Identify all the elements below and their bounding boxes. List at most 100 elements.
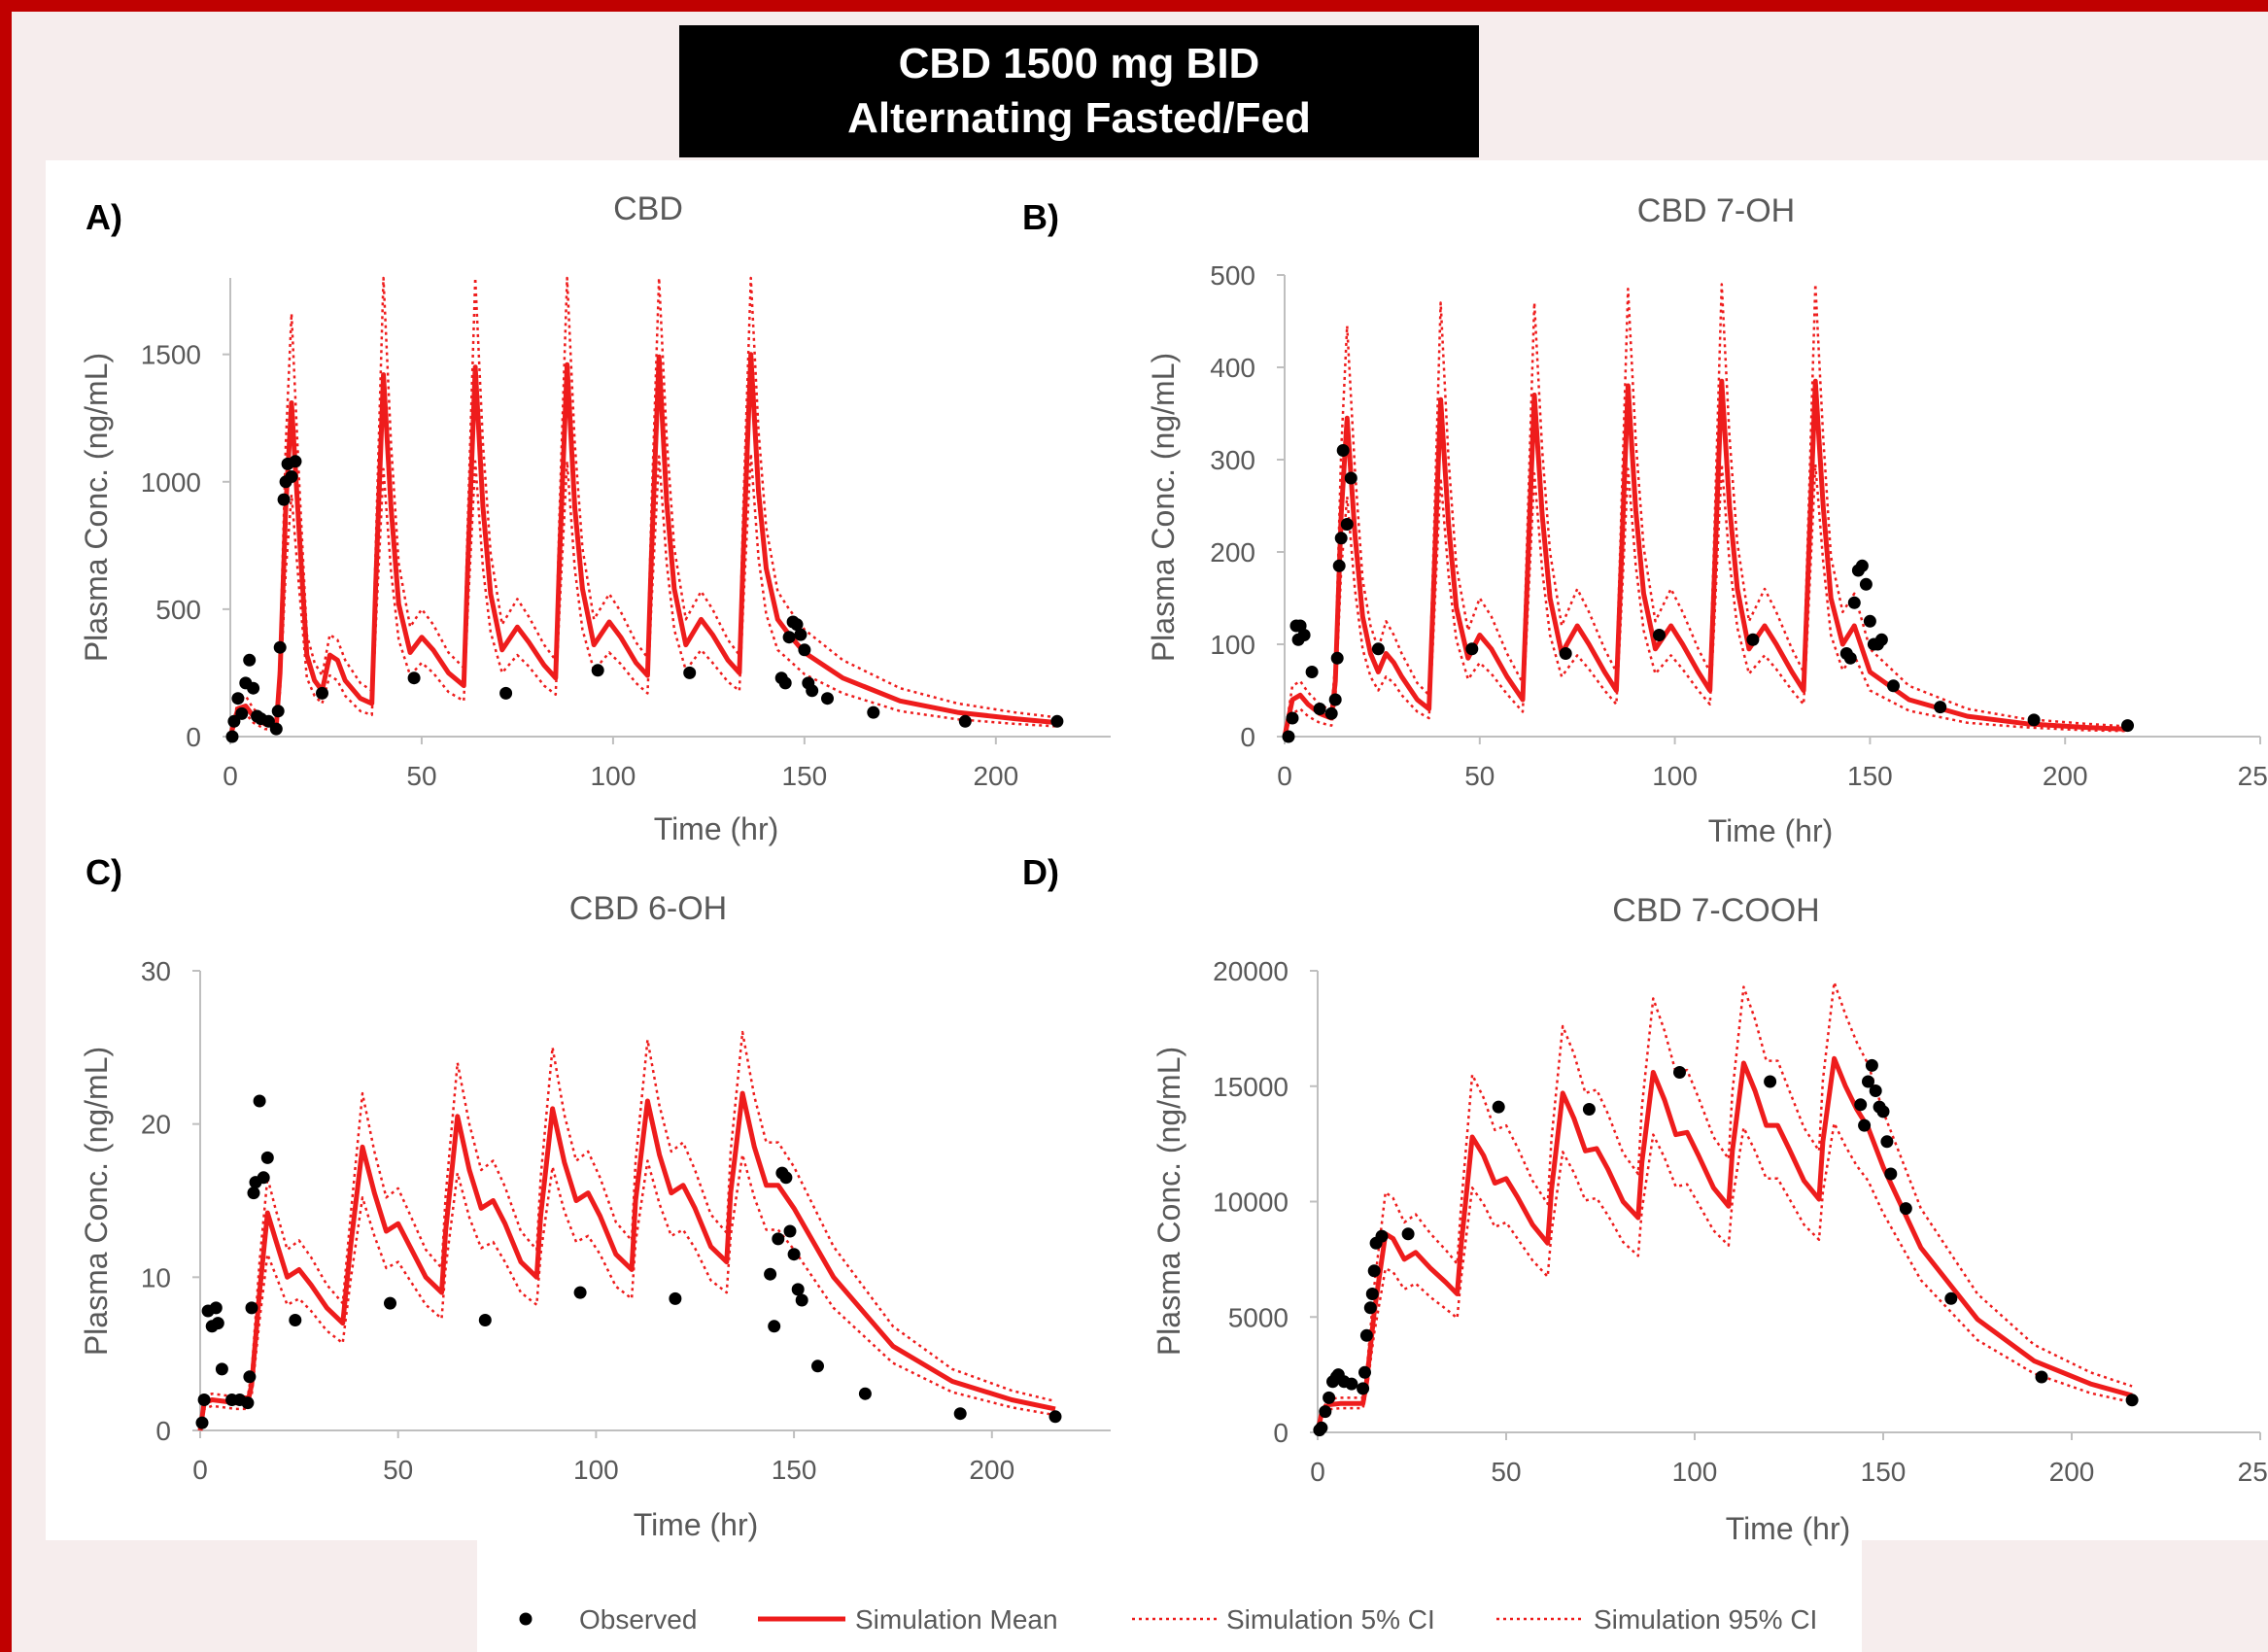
observed-point [289,1314,302,1326]
observed-point [591,664,604,677]
chart-3: 0 10 20 30 0 50 100 150 200 CBD 6-OH C) Time (hr) Pl… [79,852,1111,1542]
observed-point [1334,532,1348,545]
observed-point [768,1320,781,1333]
observed-point [1858,1119,1872,1132]
y-axis-label: Plasma Conc. (ng/mL) [79,1047,114,1356]
observed-point [1874,633,1888,646]
observed-point [1367,1264,1381,1278]
observed-point [197,1394,211,1406]
observed-point [1843,651,1857,665]
observed-point [958,714,972,728]
observed-point [1365,1288,1379,1300]
observed-point [245,1301,258,1315]
observed-point [1340,518,1354,531]
observed-point [1315,1421,1328,1434]
observed-point [683,666,697,679]
observed-point [316,686,328,700]
observed-point [1746,633,1760,646]
observed-point [261,714,275,728]
x-axis-label: Time (hr) [1708,813,1834,848]
y-tick-label: 10000 [1213,1187,1289,1218]
observed-point [1371,642,1385,656]
observed-point [1358,1365,1371,1379]
y-tick-label: 20000 [1213,956,1289,986]
observed-point [764,1267,777,1281]
header-line-2: Alternating Fasted/Fed [847,94,1311,142]
x-tick-label: 150 [1847,761,1893,791]
series-line-simulation-95-ci [1316,981,2133,1433]
observed-point [285,470,298,483]
observed-point [269,722,283,736]
y-tick-label: 500 [155,595,201,625]
observed-point [1944,1291,1958,1305]
observed-point [1854,1098,1868,1112]
x-tick-label: 200 [973,761,1018,791]
series-line-simulation-5-ci [198,1153,1056,1431]
observed-point [794,628,808,641]
y-tick-label: 0 [155,1416,171,1446]
observed-point [1319,1405,1332,1419]
series-line-simulation-95-ci [1283,283,2128,738]
panel-label: A) [86,197,122,237]
observed-point [1375,1229,1389,1243]
observed-point [795,1293,808,1307]
observed-point [2035,1370,2048,1384]
observed-point [231,692,245,706]
observed-point [211,1317,224,1330]
y-axis-label: Plasma Conc. (ng/mL) [1151,1047,1186,1356]
observed-point [1880,1135,1894,1149]
observed-point [1862,1075,1874,1088]
x-tick-label: 0 [223,761,238,791]
chart-title: CBD 6-OH [569,890,727,927]
observed-point [1297,629,1311,641]
observed-point [1324,706,1338,720]
legend-label-observed: Observed [579,1604,697,1635]
y-axis-label: Plasma Conc. (ng/mL) [79,353,114,662]
observed-point [407,671,421,685]
observed-point [243,1370,257,1384]
observed-point [260,1151,274,1164]
y-tick-label: 500 [1210,260,1255,291]
observed-point [1559,647,1572,660]
observed-point [783,1224,797,1238]
panel-label: D) [1022,852,1059,892]
y-tick-label: 5000 [1228,1302,1289,1332]
y-tick-label: 1500 [141,340,201,370]
observed-point [1899,1202,1912,1216]
x-tick-label: 200 [2049,1457,2095,1487]
series-line-simulation-95-ci [198,1030,1056,1431]
observed-point [1884,1167,1898,1181]
observed-point [273,640,287,654]
observed-point [1345,1377,1358,1391]
x-tick-label: 150 [1861,1457,1907,1487]
observed-point [289,455,302,468]
observed-point [782,631,796,644]
observed-point [271,705,285,718]
observed-point [787,1248,801,1261]
chart-4: 0 5000 10000 15000 20000 0 50 100 150 200 250 CBD 7… [1022,852,2268,1546]
observed-point [779,1171,793,1185]
x-tick-label: 0 [1277,761,1292,791]
x-tick-label: 100 [1652,761,1698,791]
x-tick-label: 100 [573,1455,619,1485]
observed-point [1313,703,1326,715]
observed-point [790,618,804,632]
x-tick-label: 200 [969,1455,1014,1485]
y-tick-label: 30 [141,956,171,986]
x-tick-label: 150 [782,761,828,791]
observed-point [778,676,792,690]
observed-point [1332,559,1346,572]
observed-point [209,1301,223,1315]
observed-point [225,730,239,743]
observed-point [1847,596,1861,609]
y-tick-label: 20 [141,1110,171,1140]
legend-background [477,1540,1862,1652]
y-axis-label: Plasma Conc. (ng/mL) [1146,353,1181,662]
observed-point [791,1283,805,1296]
observed-point [1855,559,1869,572]
observed-point [806,684,819,698]
observed-point [195,1416,209,1429]
x-axis-label: Time (hr) [1726,1511,1851,1546]
observed-point [953,1407,967,1421]
